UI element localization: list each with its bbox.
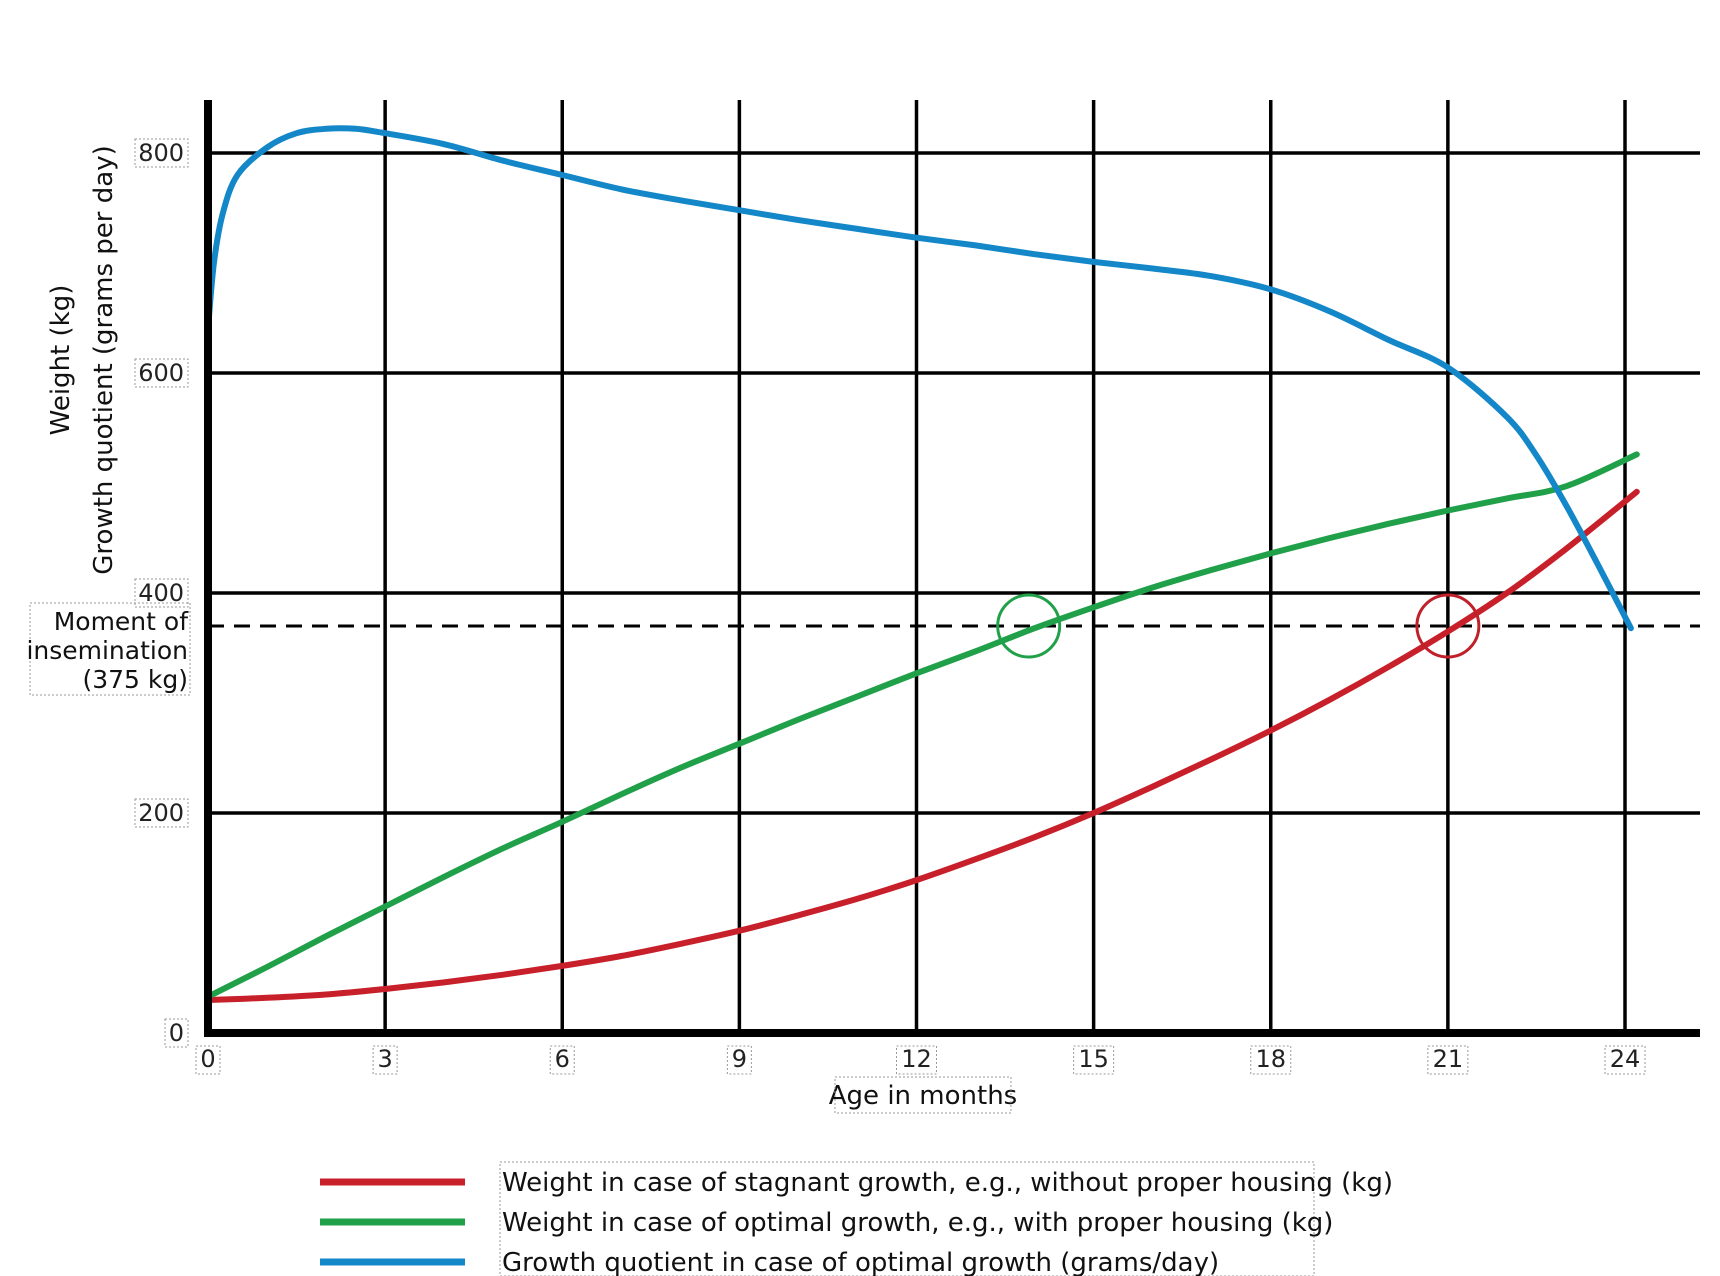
x-tick-label-box: [1604, 1045, 1646, 1075]
legend-label-growth-quotient: Growth quotient in case of optimal growt…: [502, 1248, 1219, 1276]
legend-label-stagnant: Weight in case of stagnant growth, e.g.,…: [502, 1168, 1393, 1198]
x-tick-label-box: [1427, 1045, 1469, 1075]
x-tick-label-box: [372, 1045, 398, 1075]
x-tick-label: 3: [377, 1045, 392, 1073]
marker-circle-optimal-insemination: [996, 593, 1062, 659]
insemination-annotation-box: [29, 602, 191, 696]
insemination-label-line-3: (375 kg): [82, 665, 188, 694]
y-tick-label-box: [134, 138, 189, 168]
x-tick-label-box: [726, 1045, 752, 1075]
x-tick-label-box: [1250, 1045, 1292, 1075]
y-tick-label-box: [134, 358, 189, 388]
y-tick-label-box: [134, 798, 189, 828]
chart-series: [205, 125, 1640, 1003]
x-tick-label: 0: [200, 1045, 215, 1073]
x-tick-label: 6: [555, 1045, 570, 1073]
y-tick-label: 800: [138, 139, 184, 167]
legend: Weight in case of stagnant growth, e.g.,…: [320, 1161, 1393, 1276]
x-tick-label: 12: [901, 1045, 932, 1073]
insemination-label-line-1: Moment of: [54, 607, 189, 636]
y-axis-title-weight: Weight (kg): [46, 285, 76, 436]
chart-grid: [208, 100, 1700, 1033]
x-tick-label: 18: [1255, 1045, 1286, 1073]
y-tick-label: 600: [138, 359, 184, 387]
insemination-annotation: Moment of insemination (375 kg): [26, 602, 191, 696]
insemination-markers: [996, 593, 1481, 659]
x-tick-label: 21: [1433, 1045, 1464, 1073]
y-tick-label: 400: [138, 579, 184, 607]
x-tick-label-box: [1073, 1045, 1115, 1075]
x-tick-label: 24: [1610, 1045, 1641, 1073]
series-line-optimal-weight: [205, 451, 1640, 1000]
tick-labels: 0 3 6 9 12 15 18 21 24 0 200 400 600 800: [134, 138, 1646, 1075]
y-tick-label: 0: [169, 1019, 184, 1047]
series-line-stagnant-weight: [205, 488, 1640, 1003]
y-tick-label-box: [164, 1018, 189, 1048]
y-tick-label-box: [134, 578, 189, 608]
x-tick-label: 9: [732, 1045, 747, 1073]
chart-axes: [204, 100, 1700, 1037]
y-tick-label: 200: [138, 799, 184, 827]
x-axis-title-box: [834, 1076, 1012, 1114]
legend-label-optimal: Weight in case of optimal growth, e.g., …: [502, 1208, 1333, 1238]
series-line-growth-quotient: [205, 125, 1634, 632]
y-axis-title-growth: Growth quotient (grams per day): [89, 145, 119, 574]
x-axis-title: Age in months: [829, 1081, 1017, 1111]
x-tick-label: 15: [1078, 1045, 1109, 1073]
x-tick-label-box: [549, 1045, 575, 1075]
x-tick-label-box: [896, 1045, 937, 1075]
x-tick-label-box: [195, 1045, 221, 1075]
marker-circle-stagnant-insemination: [1415, 593, 1481, 659]
insemination-label-line-2: insemination: [26, 636, 188, 665]
